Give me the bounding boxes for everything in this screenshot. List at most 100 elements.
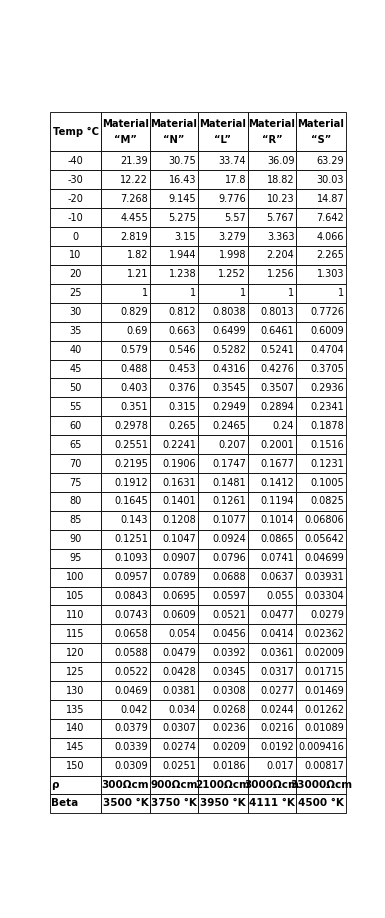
- Text: 0.0843: 0.0843: [114, 591, 148, 601]
- Text: 0.4276: 0.4276: [261, 364, 295, 374]
- Bar: [296, 112, 346, 151]
- Bar: [50, 112, 102, 151]
- Text: 0.69: 0.69: [127, 326, 148, 336]
- Text: 1: 1: [142, 288, 148, 298]
- Bar: [50, 549, 102, 567]
- Bar: [198, 321, 248, 341]
- Bar: [102, 397, 150, 416]
- Bar: [150, 151, 198, 171]
- Text: 90: 90: [69, 534, 82, 544]
- Text: 0.1912: 0.1912: [114, 477, 148, 487]
- Text: 0.2978: 0.2978: [114, 420, 148, 431]
- Bar: [102, 112, 150, 151]
- Bar: [50, 624, 102, 644]
- Text: 65: 65: [69, 440, 82, 450]
- Text: 10.23: 10.23: [267, 194, 295, 204]
- Bar: [296, 341, 346, 360]
- Text: 1.238: 1.238: [169, 269, 196, 279]
- Text: 0.0268: 0.0268: [212, 704, 246, 714]
- Bar: [198, 151, 248, 171]
- Text: 0.8038: 0.8038: [213, 308, 246, 318]
- Bar: [50, 756, 102, 776]
- Bar: [296, 246, 346, 265]
- Bar: [198, 794, 248, 812]
- Text: 1.21: 1.21: [126, 269, 148, 279]
- Bar: [296, 681, 346, 700]
- Bar: [50, 794, 102, 812]
- Bar: [102, 321, 150, 341]
- Bar: [296, 756, 346, 776]
- Text: 900Ωcm: 900Ωcm: [150, 780, 198, 789]
- Bar: [150, 227, 198, 246]
- Text: 0.546: 0.546: [169, 345, 196, 355]
- Text: 100: 100: [66, 572, 85, 582]
- Text: 3500 °K: 3500 °K: [103, 799, 149, 809]
- Bar: [50, 321, 102, 341]
- Text: 0.1014: 0.1014: [261, 515, 295, 525]
- Bar: [150, 397, 198, 416]
- Bar: [50, 265, 102, 284]
- Text: 0.8013: 0.8013: [261, 308, 295, 318]
- Text: 0.1194: 0.1194: [261, 497, 295, 507]
- Bar: [150, 435, 198, 454]
- Bar: [296, 171, 346, 189]
- Text: 1: 1: [288, 288, 295, 298]
- Text: 0.0251: 0.0251: [162, 761, 196, 771]
- Bar: [248, 284, 296, 303]
- Text: 0.0479: 0.0479: [162, 648, 196, 658]
- Bar: [296, 700, 346, 719]
- Text: 0.02009: 0.02009: [304, 648, 344, 658]
- Bar: [248, 530, 296, 549]
- Text: 0.042: 0.042: [121, 704, 148, 714]
- Text: 0.488: 0.488: [121, 364, 148, 374]
- Text: 0.00817: 0.00817: [304, 761, 344, 771]
- Text: 9.776: 9.776: [218, 194, 246, 204]
- Bar: [102, 435, 150, 454]
- Text: 7.268: 7.268: [120, 194, 148, 204]
- Bar: [150, 208, 198, 227]
- Bar: [102, 492, 150, 511]
- Text: 0.034: 0.034: [169, 704, 196, 714]
- Text: 0.0695: 0.0695: [162, 591, 196, 601]
- Bar: [50, 473, 102, 492]
- Text: 18.82: 18.82: [267, 174, 295, 185]
- Text: 7.642: 7.642: [316, 213, 344, 223]
- Text: 115: 115: [66, 629, 85, 639]
- Bar: [150, 681, 198, 700]
- Bar: [150, 587, 198, 606]
- Bar: [248, 321, 296, 341]
- Bar: [150, 662, 198, 681]
- Bar: [248, 719, 296, 738]
- Bar: [248, 416, 296, 435]
- Bar: [248, 454, 296, 473]
- Bar: [102, 208, 150, 227]
- Bar: [150, 492, 198, 511]
- Text: 0: 0: [72, 231, 79, 241]
- Bar: [102, 303, 150, 321]
- Bar: [50, 492, 102, 511]
- Bar: [296, 511, 346, 530]
- Text: 0.2465: 0.2465: [212, 420, 246, 431]
- Text: 0.1516: 0.1516: [310, 440, 344, 450]
- Bar: [150, 378, 198, 397]
- Text: “M”: “M”: [114, 135, 137, 145]
- Text: 35: 35: [69, 326, 82, 336]
- Bar: [50, 738, 102, 756]
- Bar: [296, 492, 346, 511]
- Bar: [50, 341, 102, 360]
- Text: 0.1261: 0.1261: [212, 497, 246, 507]
- Text: 75: 75: [69, 477, 82, 487]
- Text: 0.0637: 0.0637: [261, 572, 295, 582]
- Text: 0.3545: 0.3545: [212, 383, 246, 393]
- Bar: [296, 624, 346, 644]
- Text: 0.0609: 0.0609: [162, 610, 196, 620]
- Text: 3950 °K: 3950 °K: [200, 799, 246, 809]
- Text: 0.03304: 0.03304: [305, 591, 344, 601]
- Text: Temp °C: Temp °C: [52, 127, 99, 137]
- Bar: [248, 624, 296, 644]
- Text: 0.06806: 0.06806: [305, 515, 344, 525]
- Text: 9.145: 9.145: [169, 194, 196, 204]
- Text: 36.09: 36.09: [267, 156, 295, 166]
- Bar: [296, 378, 346, 397]
- Text: 0.0522: 0.0522: [114, 666, 148, 677]
